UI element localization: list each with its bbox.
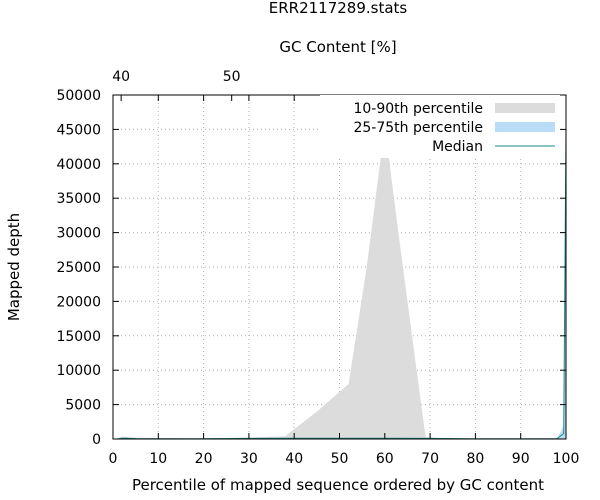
x-tick-label: 60 (376, 451, 394, 467)
y-tick-label: 50000 (56, 88, 101, 104)
y-tick-label: 30000 (56, 226, 101, 242)
y-axis-label: Mapped depth (5, 213, 23, 321)
x-tick-label: 40 (285, 451, 303, 467)
y-tick-label: 15000 (56, 329, 101, 345)
x-tick-label: 70 (421, 451, 439, 467)
legend-label: Median (432, 139, 483, 155)
x-tick-label: 0 (109, 451, 118, 467)
y-tick-label: 45000 (56, 122, 101, 138)
y-tick-label: 40000 (56, 157, 101, 173)
x-axis-label: Percentile of mapped sequence ordered by… (132, 476, 544, 494)
top-axis-label: GC Content [%] (279, 38, 396, 56)
y-tick-label: 0 (92, 432, 101, 448)
x-tick-label: 20 (195, 451, 213, 467)
x-tick-label: 30 (240, 451, 258, 467)
axis-layer: 0 10 20 30 40 50 60 70 80 90 100 0 5000 10000 15000 200… (56, 69, 579, 467)
legend-label: 10-90th percentile (353, 101, 483, 117)
legend: 10-90th percentile 25-75th percentile Medi… (320, 95, 560, 158)
y-tick-label: 35000 (56, 191, 101, 207)
band-25-75-percentile (117, 108, 566, 440)
chart-title: ERR2117289.stats (269, 0, 408, 17)
y-tick-label: 5000 (65, 398, 101, 414)
x-tick-label: 80 (466, 451, 484, 467)
legend-label: 25-75th percentile (353, 120, 483, 136)
legend-swatch (495, 103, 555, 113)
x-tick-label: 100 (553, 451, 580, 467)
x-tick-label: 90 (512, 451, 530, 467)
x2-tick-label: 40 (112, 69, 130, 85)
y-tick-label: 25000 (56, 260, 101, 276)
y-tick-label: 10000 (56, 363, 101, 379)
x-tick-label: 50 (331, 451, 349, 467)
y-tick-label: 20000 (56, 294, 101, 310)
x2-tick-label: 50 (223, 69, 241, 85)
legend-swatch (495, 122, 555, 132)
x-tick-label: 10 (149, 451, 167, 467)
